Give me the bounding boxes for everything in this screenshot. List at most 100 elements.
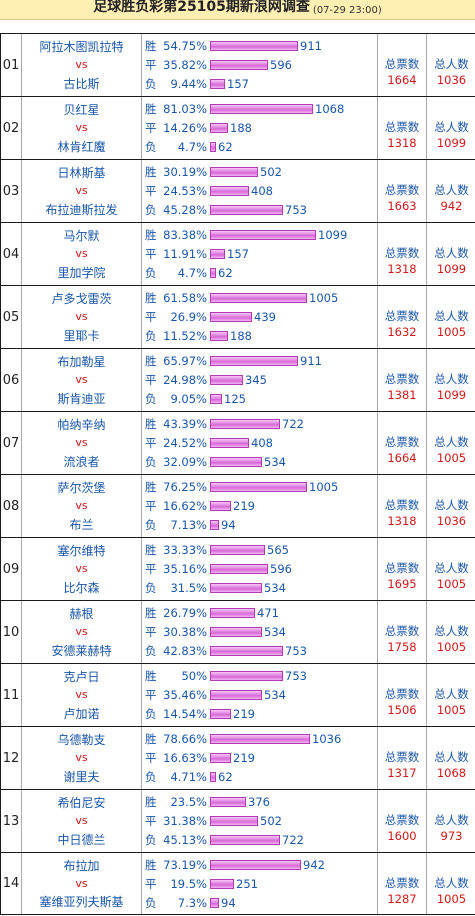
- win-bar-line: 胜 33.33% 565: [145, 542, 377, 558]
- total-votes-label: 总票数: [384, 687, 420, 701]
- loss-count: 534: [264, 581, 286, 596]
- vote-bars-cell: 胜 83.38% 1099 平 11.91% 157 负 4.7% 62: [142, 223, 378, 285]
- win-percent: 43.39%: [163, 416, 207, 431]
- loss-count: 125: [224, 392, 246, 407]
- total-people-label: 总人数: [434, 813, 469, 827]
- match-number: 05: [2, 309, 20, 325]
- loss-bar: [210, 772, 216, 783]
- total-votes-value: 1664: [387, 73, 417, 87]
- home-team-link[interactable]: 希伯尼安: [57, 795, 106, 810]
- away-team-link[interactable]: 布拉迪斯拉发: [45, 203, 118, 218]
- match-number: 07: [2, 435, 20, 451]
- win-percent: 30.19%: [163, 164, 207, 179]
- total-votes-label: 总票数: [384, 624, 420, 638]
- vote-bars-cell: 胜 26.79% 471 平 30.38% 534 负 42.83% 753: [142, 601, 378, 663]
- total-votes-value: 1317: [387, 766, 417, 780]
- win-bar: [210, 607, 255, 618]
- draw-label: 平: [145, 498, 157, 513]
- total-votes-value: 1664: [387, 451, 417, 465]
- win-percent: 81.03%: [163, 101, 207, 116]
- vote-bars-cell: 胜 73.19% 942 平 19.5% 251 负 7.3% 94: [142, 853, 378, 914]
- win-count: 722: [282, 416, 304, 431]
- draw-bar-line: 平 16.63% 219: [145, 750, 377, 766]
- draw-label: 平: [145, 57, 157, 72]
- match-number: 01: [2, 57, 20, 73]
- away-team-link[interactable]: 里耶卡: [63, 329, 100, 344]
- loss-bar: [210, 709, 231, 720]
- win-bar: [210, 670, 283, 681]
- total-people-cell: 总人数 1099: [427, 223, 475, 285]
- loss-count: 94: [221, 895, 236, 910]
- loss-label: 负: [145, 707, 157, 722]
- away-team-link[interactable]: 斯肯迪亚: [57, 392, 106, 407]
- loss-bar-line: 负 7.13% 94: [145, 517, 377, 533]
- win-percent: 50%: [181, 668, 207, 683]
- home-team-link[interactable]: 塞尔维特: [57, 543, 106, 558]
- away-team-link[interactable]: 里加学院: [57, 266, 106, 281]
- home-team-link[interactable]: 赫根: [69, 606, 94, 621]
- home-team-link[interactable]: 帕纳辛纳: [57, 417, 106, 432]
- home-team-link[interactable]: 萨尔茨堡: [57, 480, 106, 495]
- match-row: 01 阿拉木图凯拉特 vs 古比斯 胜 54.75% 911 平 35.82% …: [0, 33, 475, 96]
- match-row: 14 布拉加 vs 塞维亚列夫斯基 胜 73.19% 942 平 19.5% 2…: [0, 852, 475, 915]
- home-team-link[interactable]: 马尔默: [63, 228, 100, 243]
- draw-bar-line: 平 26.9% 439: [145, 309, 377, 325]
- loss-count: 62: [218, 770, 233, 785]
- home-team-link[interactable]: 阿拉木图凯拉特: [39, 39, 124, 54]
- away-team-link[interactable]: 林肯红魔: [57, 140, 106, 155]
- home-team-link[interactable]: 布加勒星: [57, 354, 106, 369]
- total-people-value: 1005: [436, 325, 467, 339]
- away-team-link[interactable]: 流浪者: [63, 455, 100, 470]
- away-team-link[interactable]: 布兰: [69, 518, 94, 533]
- win-label: 胜: [145, 227, 157, 242]
- total-people-cell: 总人数 1005: [427, 853, 475, 914]
- match-number: 09: [2, 561, 20, 577]
- draw-label: 平: [145, 372, 157, 387]
- away-team-link[interactable]: 古比斯: [63, 77, 100, 92]
- home-team-link[interactable]: 乌德勒支: [57, 732, 106, 747]
- loss-count: 534: [264, 455, 286, 470]
- home-team-link[interactable]: 布拉加: [63, 858, 100, 873]
- loss-bar: [210, 205, 283, 216]
- draw-label: 平: [145, 813, 157, 828]
- total-people-value: 1005: [436, 891, 467, 906]
- win-bar-line: 胜 54.75% 911: [145, 38, 377, 54]
- away-team-link[interactable]: 塞维亚列夫斯基: [39, 895, 124, 910]
- win-percent: 23.5%: [170, 794, 207, 809]
- vs-label: vs: [75, 562, 88, 576]
- total-votes-label: 总票数: [384, 309, 420, 323]
- home-team-link[interactable]: 日林斯基: [57, 165, 106, 180]
- total-votes-label: 总票数: [384, 750, 420, 764]
- match-row: 06 布加勒星 vs 斯肯迪亚 胜 65.97% 911 平 24.98% 34…: [0, 348, 475, 411]
- home-team-link[interactable]: 卢多戈雷茨: [51, 291, 112, 306]
- draw-percent: 16.62%: [163, 498, 207, 513]
- away-team-link[interactable]: 谢里夫: [63, 770, 100, 785]
- draw-label: 平: [145, 750, 157, 765]
- vs-label: vs: [75, 751, 88, 765]
- win-bar-line: 胜 78.66% 1036: [145, 731, 377, 747]
- draw-bar-line: 平 24.98% 345: [145, 372, 377, 388]
- draw-count: 596: [270, 57, 292, 72]
- away-team-link[interactable]: 卢加诺: [63, 707, 100, 722]
- total-people-value: 1005: [436, 640, 467, 654]
- win-bar-line: 胜 26.79% 471: [145, 605, 377, 621]
- match-row: 13 希伯尼安 vs 中日德兰 胜 23.5% 376 平 31.38% 502: [0, 789, 475, 852]
- total-people-label: 总人数: [434, 875, 469, 890]
- loss-count: 722: [282, 833, 304, 848]
- home-team-link[interactable]: 贝红星: [63, 102, 100, 117]
- win-bar: [210, 355, 298, 366]
- away-team-link[interactable]: 中日德兰: [57, 833, 106, 848]
- away-team-link[interactable]: 比尔森: [63, 581, 100, 596]
- win-bar-line: 胜 76.25% 1005: [145, 479, 377, 495]
- win-bar-line: 胜 61.58% 1005: [145, 290, 377, 306]
- draw-percent: 24.53%: [163, 183, 207, 198]
- home-team-link[interactable]: 克卢日: [63, 669, 100, 684]
- away-team-link[interactable]: 安德莱赫特: [51, 644, 112, 659]
- match-number: 12: [2, 750, 20, 766]
- loss-label: 负: [145, 644, 157, 659]
- draw-bar: [210, 248, 225, 259]
- draw-bar-line: 平 24.52% 408: [145, 435, 377, 451]
- draw-count: 439: [254, 309, 276, 324]
- total-votes-cell: 总票数 1600: [378, 790, 427, 852]
- loss-count: 753: [285, 644, 307, 659]
